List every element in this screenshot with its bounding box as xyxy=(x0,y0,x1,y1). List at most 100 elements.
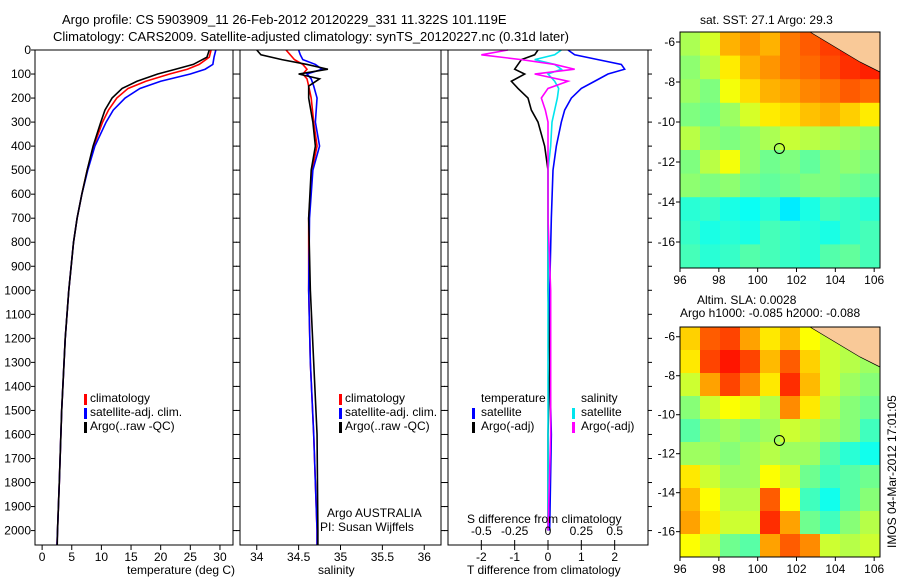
map-cell xyxy=(800,102,821,127)
lat-tick-label: -8 xyxy=(664,75,675,89)
lat-tick-label: -8 xyxy=(664,369,675,383)
lon-tick-label: 102 xyxy=(786,273,806,287)
map-cell xyxy=(680,511,701,535)
map-cell xyxy=(840,396,861,420)
lon-tick-label: 96 xyxy=(673,562,687,576)
map-cell xyxy=(860,197,881,222)
depth-tick-label: 600 xyxy=(11,187,31,201)
map-cell xyxy=(680,488,701,512)
legend-swatch xyxy=(472,408,475,419)
lat-tick-label: -16 xyxy=(658,525,676,539)
map-cell xyxy=(840,102,861,127)
map-cell xyxy=(740,465,761,489)
map-cell xyxy=(760,488,781,512)
depth-tick-label: 1800 xyxy=(4,476,31,490)
map-cell xyxy=(820,442,841,466)
map-cell xyxy=(780,327,801,351)
map-cell xyxy=(860,102,881,127)
map-cell xyxy=(740,32,761,57)
depth-tick-label: 1000 xyxy=(4,283,31,297)
map-cell xyxy=(680,244,701,269)
map-cell xyxy=(840,244,861,269)
x-tick-label: 34.5 xyxy=(287,550,311,564)
lat-tick-label: -12 xyxy=(658,155,676,169)
map-cell xyxy=(780,220,801,245)
map-cell xyxy=(840,126,861,151)
map-cell xyxy=(740,197,761,222)
x2-tick-label: 0 xyxy=(545,524,552,538)
map-cell xyxy=(800,79,821,104)
map-cell xyxy=(760,373,781,397)
map-cell xyxy=(720,419,741,443)
map-cell xyxy=(680,396,701,420)
map-cell xyxy=(740,79,761,104)
temperature-xlabel: temperature (deg C) xyxy=(127,563,236,577)
map-cell xyxy=(760,244,781,269)
map-cell xyxy=(820,173,841,198)
map-cell xyxy=(860,79,881,104)
x-tick-label: 10 xyxy=(95,550,109,564)
map-cell xyxy=(840,442,861,466)
map-cell xyxy=(680,465,701,489)
legend-swatch xyxy=(84,394,87,405)
map-cell xyxy=(720,150,741,175)
map-cell xyxy=(720,32,741,57)
map-cell xyxy=(760,534,781,558)
legend-swatch xyxy=(339,394,342,405)
map-cell xyxy=(760,150,781,175)
series-line-argo-raw-qc- xyxy=(56,49,211,546)
map-cell xyxy=(840,511,861,535)
map-cell xyxy=(720,488,741,512)
x-tick-label: 35.5 xyxy=(371,550,395,564)
map-cell xyxy=(700,511,721,535)
map-cell xyxy=(780,79,801,104)
x2-tick-label: 0.5 xyxy=(606,524,623,538)
map-cell xyxy=(760,55,781,80)
map-cell xyxy=(700,465,721,489)
x-tick-label: 36 xyxy=(418,550,432,564)
float-position-marker xyxy=(773,434,785,446)
series-line-climatology xyxy=(56,49,212,546)
map-cell xyxy=(720,465,741,489)
lat-tick-label: -6 xyxy=(664,35,675,49)
x2-tick-label: 0.25 xyxy=(570,524,594,538)
map-cell xyxy=(820,197,841,222)
map-cell xyxy=(800,150,821,175)
float-annotation-2: PI: Susan Wijffels xyxy=(320,520,414,534)
map-cell xyxy=(800,220,821,245)
map-cell xyxy=(800,465,821,489)
map-cell xyxy=(860,396,881,420)
map-cell xyxy=(780,396,801,420)
map-cell xyxy=(720,126,741,151)
legend-climatology: climatology xyxy=(345,391,406,405)
map-cell xyxy=(800,350,821,374)
lon-tick-label: 104 xyxy=(825,273,845,287)
map-cell xyxy=(700,327,721,351)
plot-frame xyxy=(34,49,234,546)
map-cell xyxy=(700,197,721,222)
map-cell xyxy=(740,396,761,420)
map-cell xyxy=(700,102,721,127)
series-line-t-satellite xyxy=(548,49,626,531)
map-cell xyxy=(760,173,781,198)
series-line-satellite-adj-clim- xyxy=(297,49,324,545)
depth-tick-label: 400 xyxy=(11,139,31,153)
map-cell xyxy=(780,373,801,397)
depth-tick-label: 1300 xyxy=(4,355,31,369)
map-cell xyxy=(740,419,761,443)
lon-tick-label: 98 xyxy=(712,562,726,576)
map-cell xyxy=(720,511,741,535)
map-cell xyxy=(720,442,741,466)
depth-tick-label: 1400 xyxy=(4,379,31,393)
map-cell xyxy=(820,534,841,558)
timestamp: IMOS 04-Mar-2012 17:01:05 xyxy=(885,395,899,548)
map-cell xyxy=(740,511,761,535)
map-cell xyxy=(780,244,801,269)
lat-tick-label: -14 xyxy=(658,195,676,209)
map-cell xyxy=(680,150,701,175)
map-cell xyxy=(840,419,861,443)
x-tick-label: 34 xyxy=(250,550,264,564)
legend-s-argo: Argo(-adj) xyxy=(581,419,635,433)
